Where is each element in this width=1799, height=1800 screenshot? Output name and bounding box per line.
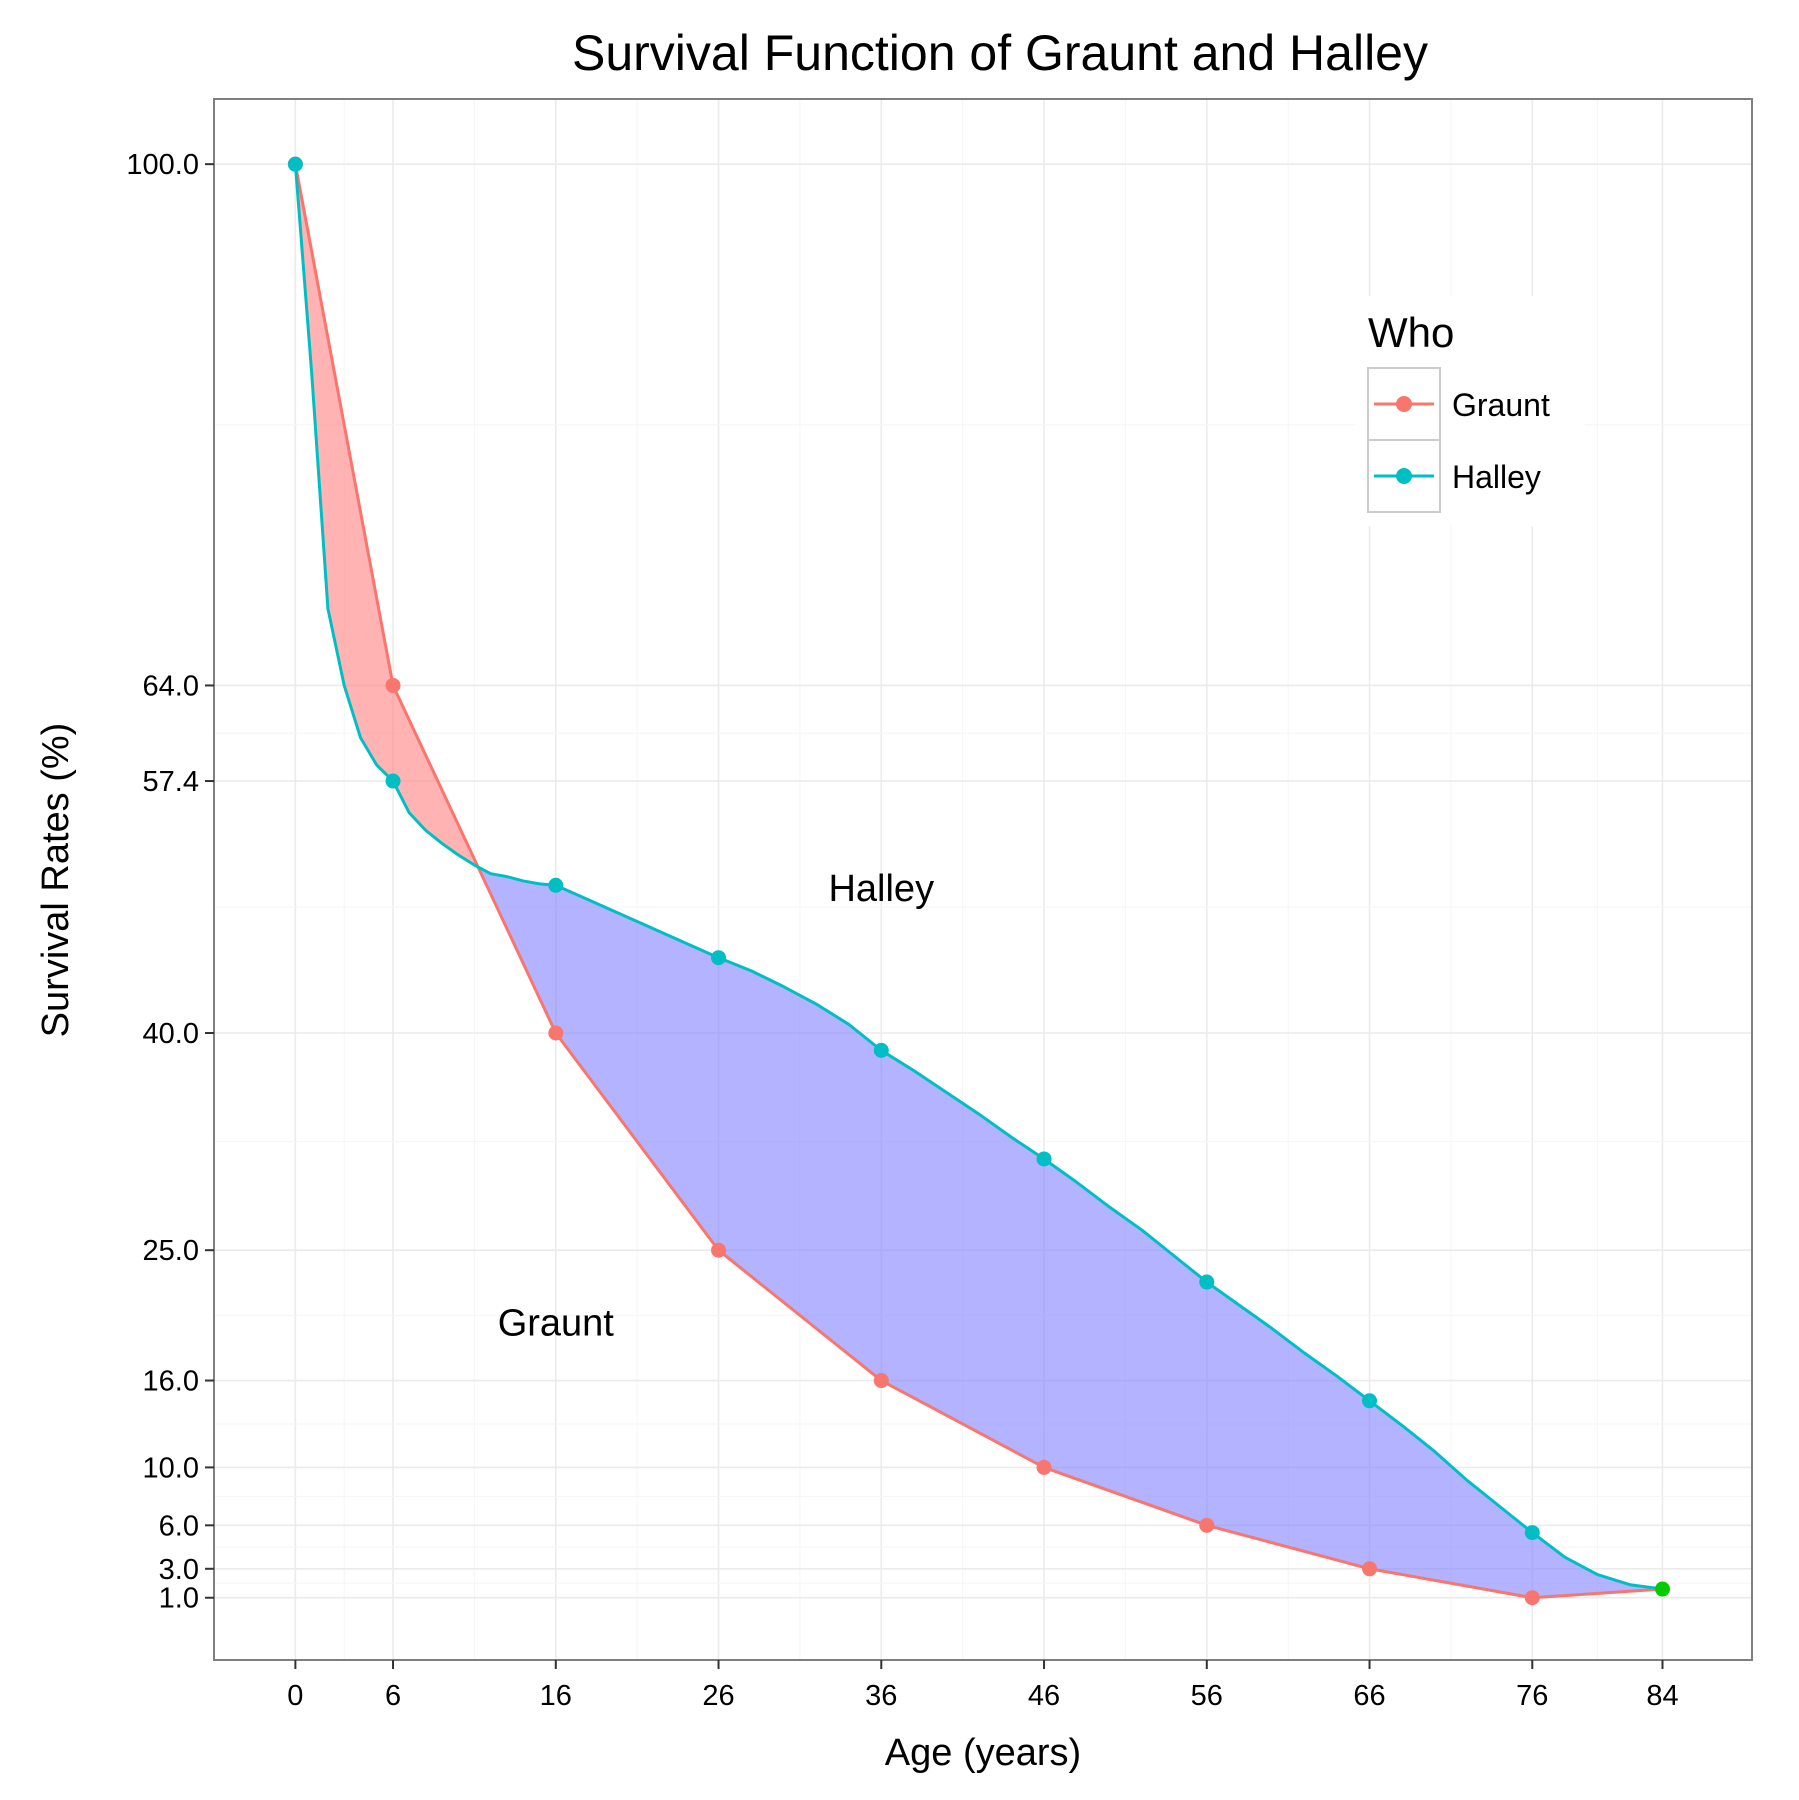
fill-halley-above	[478, 866, 1663, 1598]
y-tick-label: 16.0	[143, 1366, 199, 1398]
point-graunt	[873, 1373, 889, 1389]
x-axis: 0 6 16 26 36 46 56 66 76 84	[287, 1660, 1679, 1712]
point-halley	[711, 950, 727, 966]
y-tick-label: 64.0	[143, 670, 199, 702]
point-graunt	[1524, 1590, 1540, 1606]
annotation-halley: Halley	[828, 868, 934, 910]
point-halley	[1036, 1151, 1052, 1167]
y-tick-label: 25.0	[143, 1235, 199, 1267]
point-halley	[873, 1042, 889, 1058]
x-tick-label: 26	[702, 1680, 734, 1712]
legend-point-halley	[1396, 468, 1412, 484]
y-tick-label: 40.0	[143, 1018, 199, 1050]
x-tick-label: 76	[1516, 1680, 1548, 1712]
x-axis-title: Age (years)	[885, 1732, 1081, 1774]
series-lines	[293, 163, 1663, 1600]
point-graunt	[711, 1242, 727, 1258]
series-points	[287, 156, 1670, 1606]
point-graunt	[385, 677, 401, 693]
line-graunt	[293, 163, 1663, 1600]
legend-point-graunt	[1396, 396, 1412, 412]
point-graunt	[548, 1025, 564, 1041]
chart-title: Survival Function of Graunt and Halley	[572, 25, 1428, 81]
legend: Who Graunt Halley	[1355, 296, 1585, 526]
annotation-graunt: Graunt	[498, 1303, 615, 1345]
point-end	[1654, 1581, 1670, 1597]
fill-graunt-above	[295, 164, 479, 867]
legend-label-graunt: Graunt	[1452, 387, 1550, 423]
y-axis-title: Survival Rates (%)	[35, 723, 77, 1038]
y-axis: 100.0 64.0 57.4 40.0 25.0 16.0 10.0 6.0 3.01.0	[126, 149, 214, 1615]
x-tick-label: 84	[1646, 1680, 1678, 1712]
point-halley	[287, 156, 303, 172]
point-halley	[1199, 1274, 1215, 1290]
point-halley	[1362, 1393, 1378, 1409]
plot-border	[213, 98, 1753, 1661]
y-tick-label: 10.0	[143, 1452, 199, 1484]
x-tick-label: 16	[540, 1680, 572, 1712]
point-graunt	[1362, 1561, 1378, 1577]
legend-label-halley: Halley	[1452, 459, 1541, 495]
annotations: Halley Graunt	[498, 868, 934, 1344]
difference-fill	[295, 164, 1663, 1598]
point-graunt	[1199, 1517, 1215, 1533]
point-graunt	[1036, 1459, 1052, 1475]
x-tick-label: 6	[385, 1680, 401, 1712]
y-tick-label: 57.4	[143, 766, 199, 798]
x-tick-label: 56	[1191, 1680, 1223, 1712]
x-tick-label: 46	[1028, 1680, 1060, 1712]
y-tick-label: 6.0	[159, 1510, 199, 1542]
line-halley	[293, 164, 1663, 1591]
point-halley	[548, 877, 564, 893]
point-halley	[1524, 1525, 1540, 1541]
y-tick-label: 3.0	[159, 1554, 199, 1586]
x-tick-label: 36	[865, 1680, 897, 1712]
x-tick-label: 66	[1353, 1680, 1385, 1712]
point-halley	[385, 773, 401, 789]
y-tick-label: 1.0	[159, 1583, 199, 1615]
y-tick-label: 100.0	[126, 149, 199, 181]
legend-title: Who	[1368, 309, 1454, 356]
x-tick-label: 0	[287, 1680, 303, 1712]
